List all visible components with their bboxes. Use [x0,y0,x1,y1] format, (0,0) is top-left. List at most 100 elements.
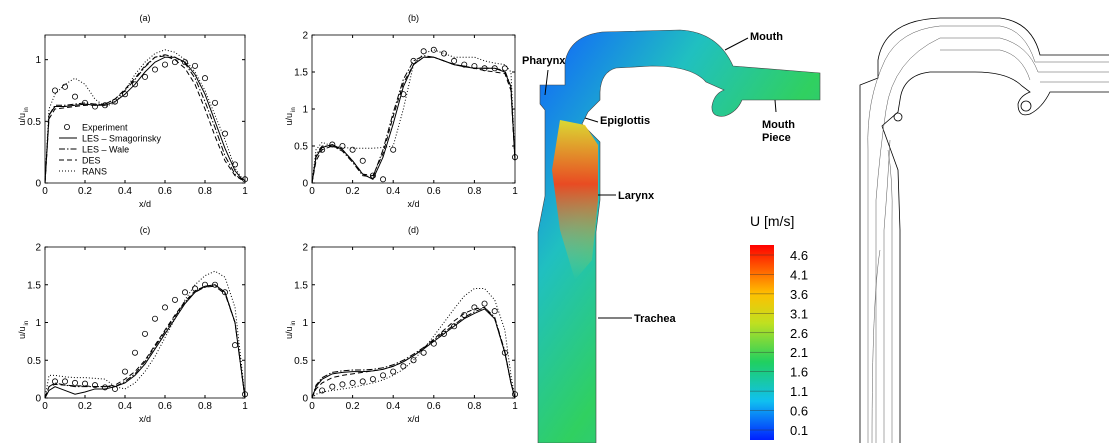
series-line [44,49,246,184]
y-tick-label: 0.5 [294,142,308,153]
colorbar-tick-label: 1.6 [790,365,808,380]
colorbar-tick-label: 1.1 [790,384,808,399]
x-axis-label: x/d [407,414,419,424]
data-point [131,81,138,88]
x-axis-label: x/d [139,414,151,424]
data-point [339,381,346,388]
x-tick-label: 0.4 [118,401,132,412]
series-line [44,270,246,399]
colorbar [750,245,774,440]
y-axis-label-subscript: in [291,321,297,326]
y-tick-label: 0.5 [27,117,41,128]
y-axis-label-text: u/u [17,327,27,340]
data-point [400,91,407,98]
streamline-walls [859,17,1109,443]
colorbar-tick-label: 0.1 [790,423,808,438]
label-larynx: Larynx [618,190,655,202]
y-tick-label: 0 [35,394,41,405]
series-line [311,308,516,399]
legend-label: RANS [82,167,107,177]
y-tick-label: 0 [35,179,41,190]
data-point [171,296,178,303]
chart-title: (b) [408,13,419,23]
jet-region [552,120,598,280]
series-line [311,49,516,184]
legend-label: Experiment [82,123,128,133]
plot-frame [44,34,246,184]
x-tick-label: 0.8 [198,186,212,197]
x-tick-label: 0 [42,401,48,412]
plot-frame [311,34,516,184]
colorbar-tick-label: 4.6 [790,248,808,263]
data-point [201,75,208,82]
line-chart: 0 0.2 0.4 0.6 0.8 1 0 0.5 1 1.5 2 (c) x/d u/uin [17,225,248,424]
y-tick-label: 2 [302,243,308,254]
data-point [141,73,148,80]
arrows [544,37,777,319]
y-axis-label-subscript: in [291,107,297,112]
airway-contour [537,29,821,444]
y-axis-label: u/uin [284,107,297,125]
x-tick-label: 0.2 [78,186,92,197]
streamlines [867,25,1109,444]
vortex [893,112,903,122]
data-point [400,363,407,370]
x-tick-label: 0.4 [386,401,400,412]
x-tick-label: 0.4 [386,186,400,197]
series-line [311,306,516,399]
vortex [1020,100,1032,112]
data-point [339,142,346,149]
data-point [319,387,326,394]
x-tick-label: 0.8 [467,401,481,412]
x-tick-label: 1 [242,186,248,197]
y-axis-label-text: u/u [284,113,294,126]
data-point [72,93,79,100]
data-point [349,146,356,153]
data-point [451,57,458,64]
colorbar-tick-label: 4.1 [790,267,808,282]
legend-label: DES [82,156,101,166]
data-point [122,368,129,375]
data-point [410,357,417,364]
y-tick-label: 1 [35,55,41,66]
colorbar-tick-label: 3.1 [790,306,808,321]
data-point [390,368,397,375]
data-point [211,99,218,106]
y-tick-label: 1 [302,105,308,116]
data-point [369,376,376,383]
data-point [380,372,387,379]
data-point [380,176,387,183]
data-point [231,342,238,349]
series-line [44,284,246,399]
y-tick-label: 2 [302,31,308,42]
x-tick-label: 0.6 [158,186,172,197]
data-point [440,50,447,57]
series-line [44,284,246,399]
data-point [62,378,69,385]
data-point [329,141,336,148]
data-point [471,304,478,311]
series-line [44,54,246,184]
data-point [430,46,437,53]
series-line [44,55,246,184]
y-tick-label: 1.5 [294,280,308,291]
y-axis-label: u/uin [284,321,297,339]
legend-label: LES – Wale [82,145,129,155]
contour-plot: Pharynx Mouth Epiglottis Mouth Piece Lar… [522,29,821,444]
colorbar-tick-label: 3.6 [790,287,808,302]
series-line [44,56,246,184]
data-point [62,83,69,90]
data-point [161,304,168,311]
x-tick-label: 0.2 [346,186,360,197]
y-axis-label-text: u/u [17,113,27,126]
chart-title: (a) [140,13,151,23]
data-point [122,91,129,98]
series-line [311,306,516,399]
data-point [151,66,158,73]
y-tick-label: 1 [302,318,308,329]
label-mouth: Mouth [750,31,783,43]
line-chart: 0 0.2 0.4 0.6 0.8 1 0 0.5 1 (a) x/d u/uin Experiment… [17,13,248,209]
data-point [141,330,148,337]
x-tick-label: 0.4 [118,186,132,197]
